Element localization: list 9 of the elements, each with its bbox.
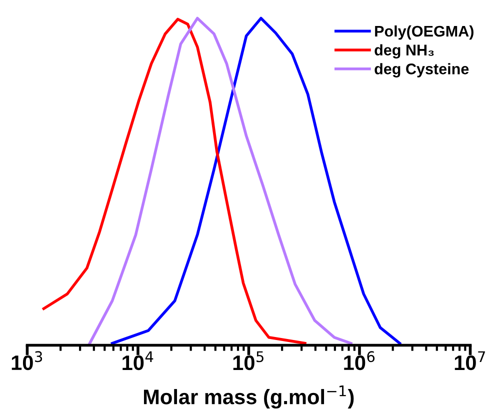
x-axis-title: Molar mass (g.mol$^{−1}$) <box>144 386 354 409</box>
x-tick-label: 10$^{5}$ <box>233 351 264 370</box>
legend-label: deg NH₃ <box>374 44 434 59</box>
x-tick-label: 10$^{7}$ <box>454 351 485 370</box>
x-tick-label: 10$^{3}$ <box>12 351 42 370</box>
x-tick-label: 10$^{6}$ <box>344 351 375 370</box>
x-tick-label: 10$^{4}$ <box>122 351 154 370</box>
legend-label: Poly(OEGMA) <box>375 25 474 40</box>
legend-label: deg Cysteine <box>374 63 469 78</box>
